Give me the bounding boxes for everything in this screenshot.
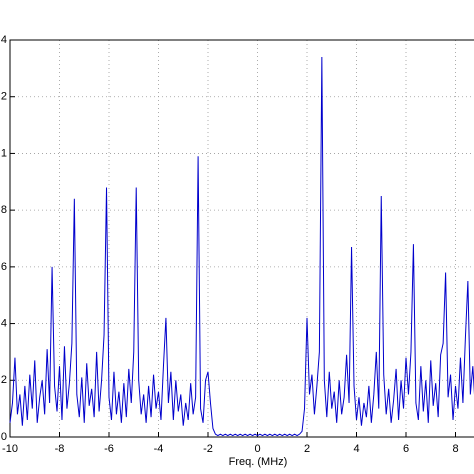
spectrum-line bbox=[9, 57, 474, 437]
x-tick-label: 4 bbox=[353, 443, 359, 455]
y-tick-label: 0.4 bbox=[0, 317, 7, 329]
x-tick-label: -4 bbox=[154, 443, 164, 455]
x-tick-label: 2 bbox=[304, 443, 310, 455]
y-tick-label: 1 bbox=[1, 147, 7, 159]
y-tick-label: 0.6 bbox=[0, 261, 7, 273]
y-tick-label: 0.8 bbox=[0, 204, 7, 216]
y-tick-label: 0 bbox=[1, 431, 7, 443]
y-tick-label: 0.2 bbox=[0, 374, 7, 386]
x-tick-label: 0 bbox=[254, 443, 260, 455]
plot-frame bbox=[9, 39, 474, 438]
y-tick-label: 1.4 bbox=[0, 34, 7, 46]
x-tick-label: -8 bbox=[55, 443, 65, 455]
x-tick-label: -6 bbox=[104, 443, 114, 455]
y-tick-label: 1.2 bbox=[0, 91, 7, 103]
x-tick-label: 6 bbox=[403, 443, 409, 455]
x-tick-label: -10 bbox=[2, 443, 18, 455]
x-tick-label: 8 bbox=[452, 443, 458, 455]
x-tick-label: -2 bbox=[203, 443, 213, 455]
x-axis-label: Freq. (MHz) bbox=[229, 456, 288, 468]
